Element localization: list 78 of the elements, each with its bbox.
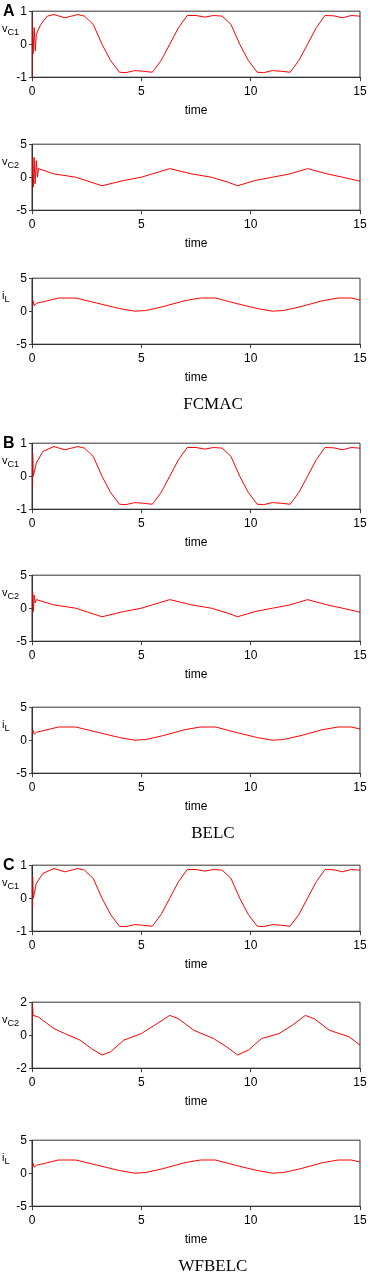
y-tick-label: -1 — [16, 69, 28, 84]
x-tick-label: 5 — [137, 1074, 145, 1089]
y-tick-label: -1 — [16, 923, 28, 938]
x-axis-title: time — [184, 667, 208, 682]
x-tick-label: 5 — [137, 1212, 145, 1227]
x-tick-label: 10 — [243, 937, 258, 952]
x-tick-label: 5 — [137, 83, 145, 98]
x-tick-label: 10 — [243, 647, 258, 662]
y-tick-label: 0 — [20, 1027, 28, 1042]
text: WFBELC — [177, 1256, 249, 1276]
x-tick-label: 15 — [353, 937, 367, 952]
x-tick-label: 15 — [353, 350, 367, 365]
y-axis-title: v$_{C1}$ — [2, 454, 20, 470]
y-tick-label: 0 — [20, 468, 28, 483]
y-tick-label: 5 — [20, 270, 28, 285]
y-axis-title: v$_{C1}$ — [2, 22, 20, 38]
x-tick-label: 10 — [243, 1212, 258, 1227]
y-axis-title: i$_{L}$ — [2, 289, 10, 305]
x-tick-label: 10 — [243, 779, 258, 794]
y-tick-label: 0 — [20, 36, 28, 51]
x-tick-label: 15 — [353, 83, 367, 98]
y-axis-title: v$_{C2}$ — [2, 155, 20, 171]
x-tick-label: 10 — [243, 83, 258, 98]
chart-title: A — [3, 2, 15, 20]
y-tick-label: 1 — [20, 857, 28, 872]
y-axis-title: v$_{C2}$ — [2, 1013, 20, 1029]
y-tick-label: -5 — [16, 765, 28, 780]
x-axis-title: time — [184, 957, 208, 972]
text: FCMAC — [182, 394, 244, 414]
x-tick-label: 15 — [353, 1074, 367, 1089]
x-tick-label: 10 — [243, 515, 258, 530]
y-axis-title: v$_{C2}$ — [2, 586, 20, 602]
y-tick-label: -1 — [16, 501, 28, 516]
x-tick-label: 15 — [353, 1212, 367, 1227]
y-tick-label: 0 — [20, 600, 28, 615]
x-axis-title: time — [184, 799, 208, 814]
x-tick-label: 15 — [353, 647, 367, 662]
x-tick-label: 10 — [243, 350, 258, 365]
text: BELC — [190, 823, 236, 843]
x-tick-label: 5 — [137, 350, 145, 365]
y-tick-label: 5 — [20, 699, 28, 714]
y-tick-label: 0 — [20, 890, 28, 905]
x-tick-label: 15 — [353, 515, 367, 530]
y-tick-label: 0 — [20, 303, 28, 318]
x-tick-label: 15 — [353, 216, 367, 231]
x-tick-label: 5 — [137, 937, 145, 952]
y-tick-label: 5 — [20, 136, 28, 151]
x-tick-label: 5 — [137, 647, 145, 662]
x-tick-label: 10 — [243, 1074, 258, 1089]
chart-title: B — [3, 434, 15, 452]
y-tick-label: 0 — [20, 732, 28, 747]
y-tick-label: -5 — [16, 202, 28, 217]
y-tick-label: 1 — [20, 435, 28, 450]
x-tick-label: 5 — [137, 515, 145, 530]
y-tick-label: 1 — [20, 3, 28, 18]
x-axis-title: time — [184, 236, 208, 251]
y-tick-label: 2 — [20, 994, 28, 1009]
y-tick-label: 0 — [20, 1165, 28, 1180]
y-tick-label: 0 — [20, 169, 28, 184]
x-axis-title: time — [184, 370, 208, 385]
x-tick-label: 5 — [137, 216, 145, 231]
y-axis-title: i$_{L}$ — [2, 1151, 10, 1167]
y-tick-label: -2 — [16, 1060, 28, 1075]
chart-title: C — [3, 856, 15, 874]
y-axis-title: i$_{L}$ — [2, 718, 10, 734]
y-tick-label: -5 — [16, 1198, 28, 1213]
y-tick-label: 5 — [20, 1132, 28, 1147]
x-tick-label: 15 — [353, 779, 367, 794]
y-tick-label: -5 — [16, 336, 28, 351]
y-tick-label: -5 — [16, 633, 28, 648]
x-axis-title: time — [184, 535, 208, 550]
x-axis-title: time — [184, 103, 208, 118]
x-axis-title: time — [184, 1232, 208, 1247]
y-tick-label: 5 — [20, 567, 28, 582]
y-axis-title: v$_{C1}$ — [2, 876, 20, 892]
x-tick-label: 5 — [137, 779, 145, 794]
x-tick-label: 10 — [243, 216, 258, 231]
x-axis-title: time — [184, 1094, 208, 1109]
